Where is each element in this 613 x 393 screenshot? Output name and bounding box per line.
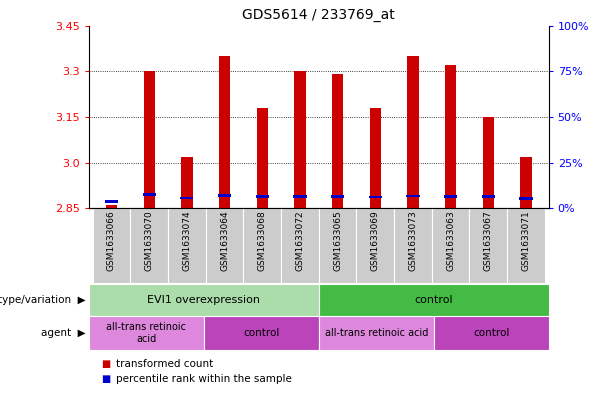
Text: control: control <box>473 328 509 338</box>
Text: GSM1633068: GSM1633068 <box>257 211 267 271</box>
Bar <box>432 208 470 283</box>
Text: GSM1633064: GSM1633064 <box>220 211 229 271</box>
Bar <box>482 117 494 208</box>
Text: EVI1 overexpression: EVI1 overexpression <box>147 295 261 305</box>
Text: transformed count: transformed count <box>116 358 214 369</box>
Bar <box>434 316 549 350</box>
Bar <box>319 316 434 350</box>
Bar <box>218 194 231 197</box>
Text: GSM1633072: GSM1633072 <box>295 211 305 271</box>
Text: GSM1633065: GSM1633065 <box>333 211 342 271</box>
Text: all-trans retinoic
acid: all-trans retinoic acid <box>106 322 186 344</box>
Text: ■: ■ <box>101 374 110 384</box>
Text: genotype/variation  ▶: genotype/variation ▶ <box>0 295 86 305</box>
Text: GSM1633066: GSM1633066 <box>107 211 116 271</box>
Bar <box>206 208 243 283</box>
Bar <box>89 284 319 316</box>
Bar <box>281 208 319 283</box>
Text: GSM1633073: GSM1633073 <box>408 211 417 271</box>
Text: control: control <box>414 295 453 305</box>
Bar <box>143 71 155 208</box>
Title: GDS5614 / 233769_at: GDS5614 / 233769_at <box>242 8 395 22</box>
Text: control: control <box>243 328 280 338</box>
Bar <box>368 196 382 198</box>
Text: all-trans retinoic acid: all-trans retinoic acid <box>324 328 428 338</box>
Bar <box>319 208 356 283</box>
Bar <box>93 208 131 283</box>
Bar <box>482 195 495 198</box>
Bar <box>256 195 269 198</box>
Text: GSM1633067: GSM1633067 <box>484 211 493 271</box>
Bar <box>219 56 230 208</box>
Bar <box>180 197 194 200</box>
Text: GSM1633074: GSM1633074 <box>182 211 191 271</box>
Bar <box>168 208 206 283</box>
Text: GSM1633071: GSM1633071 <box>522 211 530 271</box>
Text: percentile rank within the sample: percentile rank within the sample <box>116 374 292 384</box>
Bar <box>370 108 381 208</box>
Bar <box>445 65 456 208</box>
Text: GSM1633063: GSM1633063 <box>446 211 455 271</box>
Bar <box>257 108 268 208</box>
Bar <box>131 208 168 283</box>
Bar <box>181 156 192 208</box>
Bar <box>520 156 531 208</box>
Bar <box>332 74 343 208</box>
Bar <box>89 316 204 350</box>
Bar <box>319 284 549 316</box>
Bar <box>470 208 507 283</box>
Bar <box>407 56 419 208</box>
Bar <box>394 208 432 283</box>
Bar <box>444 195 457 198</box>
Bar <box>507 208 545 283</box>
Text: GSM1633070: GSM1633070 <box>145 211 154 271</box>
Bar <box>519 197 533 200</box>
Text: ■: ■ <box>101 358 110 369</box>
Bar <box>356 208 394 283</box>
Bar <box>331 195 344 198</box>
Bar <box>294 195 306 198</box>
Bar <box>243 208 281 283</box>
Bar <box>204 316 319 350</box>
Bar <box>105 200 118 203</box>
Text: agent  ▶: agent ▶ <box>41 328 86 338</box>
Bar <box>406 195 419 197</box>
Text: GSM1633069: GSM1633069 <box>371 211 380 271</box>
Bar <box>106 205 117 208</box>
Bar <box>294 71 305 208</box>
Bar <box>143 193 156 196</box>
